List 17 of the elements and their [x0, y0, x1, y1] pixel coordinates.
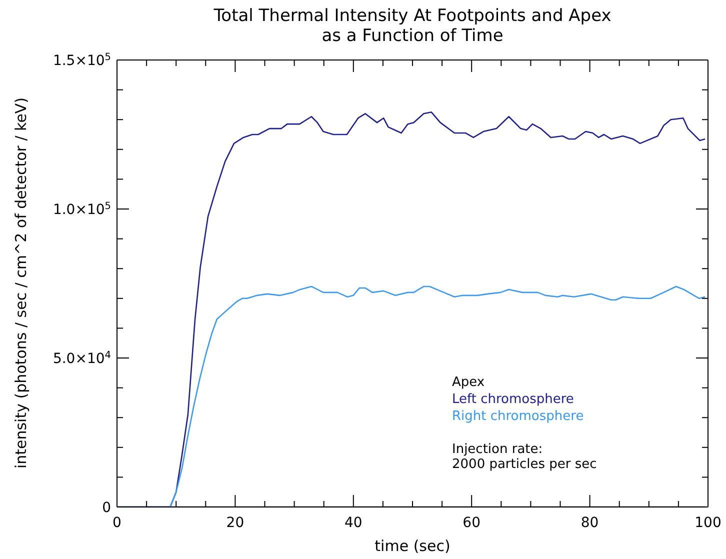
chart-title: Total Thermal Intensity At Footpoints and Apex as a Function of Time — [212, 6, 612, 46]
y-axis-title: intensity (photons / sec / cm^2 of detector / keV) — [12, 97, 30, 469]
x-tick-label: 80 — [580, 515, 599, 531]
y-tick-label: 1.5×10$^{5}$ — [52, 52, 111, 69]
x-tick-label: 100 — [694, 515, 722, 531]
x-tick-label: 60 — [462, 515, 481, 531]
text: Left chromosphere — [452, 391, 575, 408]
text: Apex — [452, 374, 486, 391]
y-tick-label: 0 — [102, 500, 111, 516]
x-tick-label: 40 — [344, 515, 362, 531]
annotation: Injection rate: 2000 particles per sec — [452, 442, 597, 472]
x-axis-title: time (sec) — [374, 537, 452, 555]
y-tick-label: 1.0×10$^{5}$ — [52, 200, 111, 218]
text: Right chromosphere — [452, 408, 585, 425]
x-tick-label: 20 — [226, 515, 244, 531]
y-tick-label: 5.0×10$^{4}$ — [52, 350, 111, 367]
x-tick-label: 0 — [112, 515, 122, 531]
